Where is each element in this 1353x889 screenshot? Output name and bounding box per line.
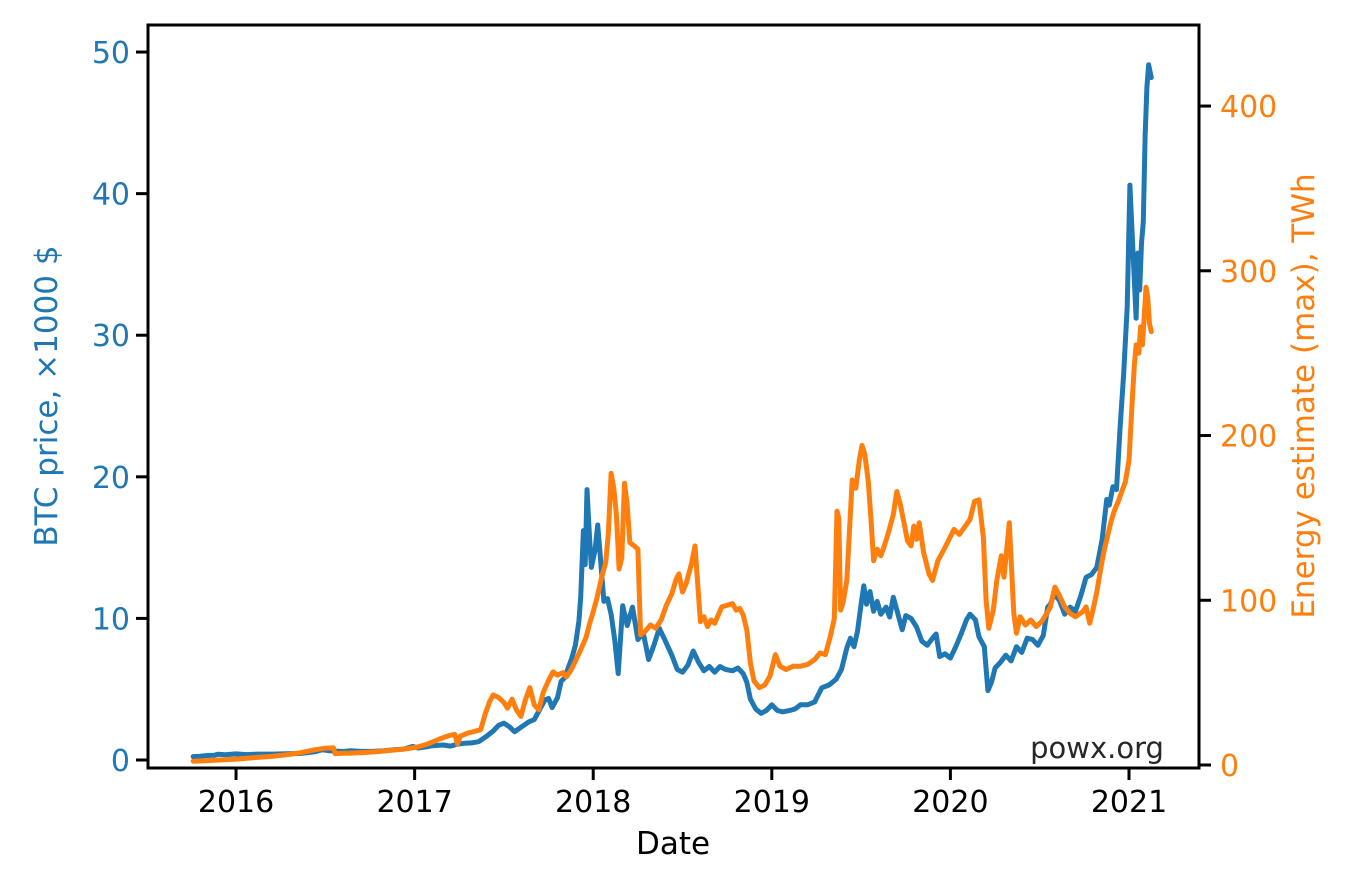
x-tick-label: 2021	[1091, 785, 1167, 820]
x-axis-label: Date	[635, 826, 711, 862]
right-y-tick-label: 200	[1220, 420, 1277, 455]
energy-estimate-max-line	[190, 284, 1154, 764]
x-tick-label: 2019	[734, 785, 810, 820]
x-tick-label: 2020	[912, 785, 988, 820]
right-axis-label: Energy estimate (max), TWh	[1286, 173, 1322, 619]
left-y-tick-label: 0	[111, 744, 130, 779]
right-y-tick-label: 0	[1220, 749, 1239, 784]
right-y-tick-label: 300	[1220, 255, 1277, 290]
watermark-text: powx.org	[1030, 731, 1164, 765]
btc-price-line	[190, 62, 1154, 760]
left-y-tick-label: 10	[92, 602, 130, 637]
left-y-tick-label: 20	[92, 461, 130, 496]
left-y-tick-label: 40	[92, 178, 130, 213]
left-axis-label: BTC price, ×1000 $	[29, 245, 65, 547]
right-y-tick-label: 400	[1220, 90, 1277, 125]
plot-spines	[146, 23, 1201, 770]
left-y-tick-label: 50	[92, 36, 130, 71]
x-tick-label: 2016	[198, 785, 274, 820]
x-tick-label: 2018	[555, 785, 631, 820]
x-tick-label: 2017	[376, 785, 452, 820]
left-y-tick-label: 30	[92, 319, 130, 354]
right-y-tick-label: 100	[1220, 584, 1277, 619]
